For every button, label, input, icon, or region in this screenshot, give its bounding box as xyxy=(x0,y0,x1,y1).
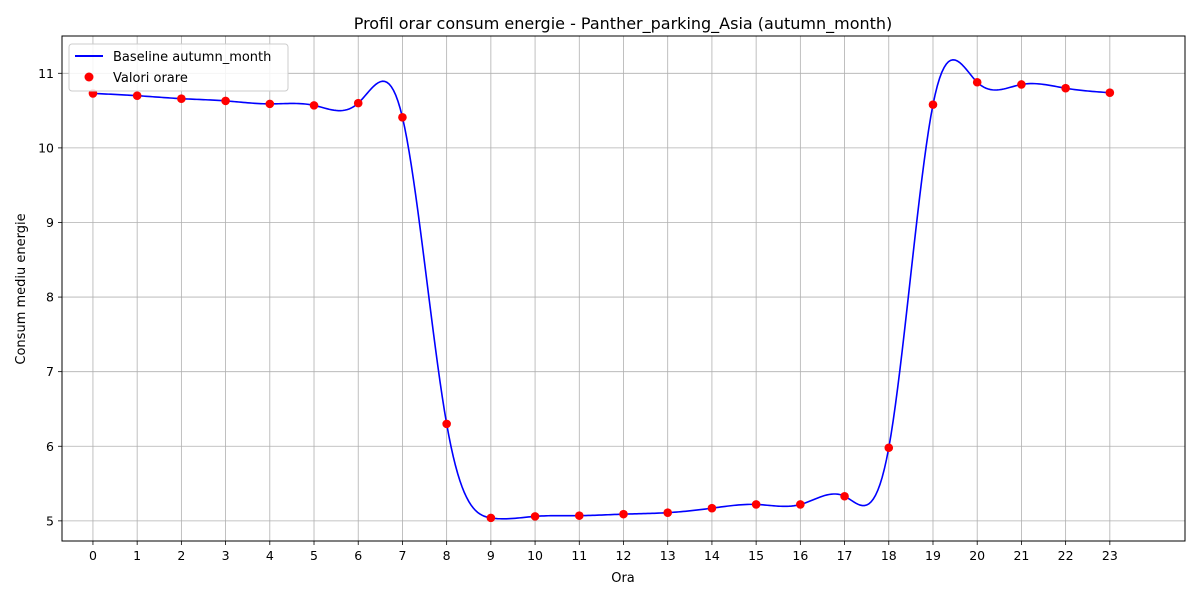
baseline-series-line xyxy=(92,59,1110,520)
x-tick-label: 8 xyxy=(443,548,451,563)
hourly-value-point xyxy=(530,512,540,521)
legend-marker-swatch xyxy=(84,72,94,82)
hourly-value-point xyxy=(663,508,673,517)
x-tick-label: 12 xyxy=(616,548,632,563)
x-tick-label: 2 xyxy=(177,548,185,563)
legend-label-hourly: Valori orare xyxy=(113,71,188,86)
x-tick-label: 5 xyxy=(310,548,318,563)
ticks: 0 1 2 3 4 5 6 7 8 9 10 11 12 13 14 15 16 17 18 19 20 21 22 2356… xyxy=(38,66,1118,563)
x-tick-label: 9 xyxy=(487,548,495,563)
x-tick-label: 1 xyxy=(133,548,141,563)
hourly-value-point xyxy=(353,98,363,108)
x-tick-label: 15 xyxy=(748,548,764,563)
y-tick-label: 5 xyxy=(46,513,54,528)
hourly-value-point xyxy=(1061,83,1070,93)
hourly-value-point xyxy=(309,101,319,110)
x-tick-label: 16 xyxy=(792,548,808,563)
hourly-value-point xyxy=(132,91,142,100)
grid xyxy=(62,36,1185,541)
chart-title: Profil orar consum energie - Panther_par… xyxy=(354,14,893,34)
hourly-value-point xyxy=(177,94,186,103)
legend-box xyxy=(68,43,289,92)
hourly-value-point xyxy=(486,513,496,523)
y-tick-label: 7 xyxy=(46,364,54,379)
y-tick-label: 6 xyxy=(46,439,54,454)
hourly-value-point xyxy=(751,500,761,509)
x-tick-label: 10 xyxy=(527,548,543,563)
x-tick-label: 19 xyxy=(925,548,941,563)
series-layer xyxy=(88,59,1115,523)
hourly-value-point xyxy=(1017,80,1026,89)
x-tick-label: 17 xyxy=(837,548,853,563)
y-tick-label: 9 xyxy=(46,215,54,230)
hourly-value-point xyxy=(574,511,584,520)
hourly-value-point xyxy=(796,500,805,509)
x-tick-label: 23 xyxy=(1102,548,1118,563)
y-tick-label: 11 xyxy=(38,66,54,81)
hourly-value-point xyxy=(928,100,938,109)
hourly-value-point xyxy=(221,96,230,106)
x-tick-label: 13 xyxy=(660,548,676,563)
legend-label-baseline: Baseline autumn_month xyxy=(113,50,271,65)
y-axis-label: Consum mediu energie xyxy=(14,213,29,364)
hourly-value-point xyxy=(1105,88,1115,97)
y-tick-label: 8 xyxy=(46,290,54,305)
x-axis-label: Ora xyxy=(611,571,635,586)
x-tick-label: 22 xyxy=(1058,548,1074,563)
x-tick-label: 4 xyxy=(266,548,274,563)
hourly-value-point xyxy=(840,491,849,501)
hourly-value-point xyxy=(972,77,982,87)
x-tick-label: 14 xyxy=(704,548,720,563)
x-tick-label: 11 xyxy=(571,548,587,563)
x-tick-label: 0 xyxy=(89,548,97,563)
x-tick-label: 3 xyxy=(222,548,230,563)
x-tick-label: 20 xyxy=(969,548,985,563)
x-tick-label: 18 xyxy=(881,548,897,563)
hourly-value-point xyxy=(707,503,717,513)
x-tick-label: 6 xyxy=(354,548,362,563)
hourly-value-point xyxy=(442,419,451,429)
x-tick-label: 7 xyxy=(398,548,406,563)
hourly-value-point xyxy=(398,113,407,122)
hourly-value-point xyxy=(619,509,628,519)
hourly-value-point xyxy=(265,99,275,109)
legend: Baseline autumn_month Valori orare xyxy=(68,43,289,92)
y-tick-label: 10 xyxy=(38,140,54,155)
hourly-value-point xyxy=(884,443,894,453)
x-tick-label: 21 xyxy=(1013,548,1029,563)
